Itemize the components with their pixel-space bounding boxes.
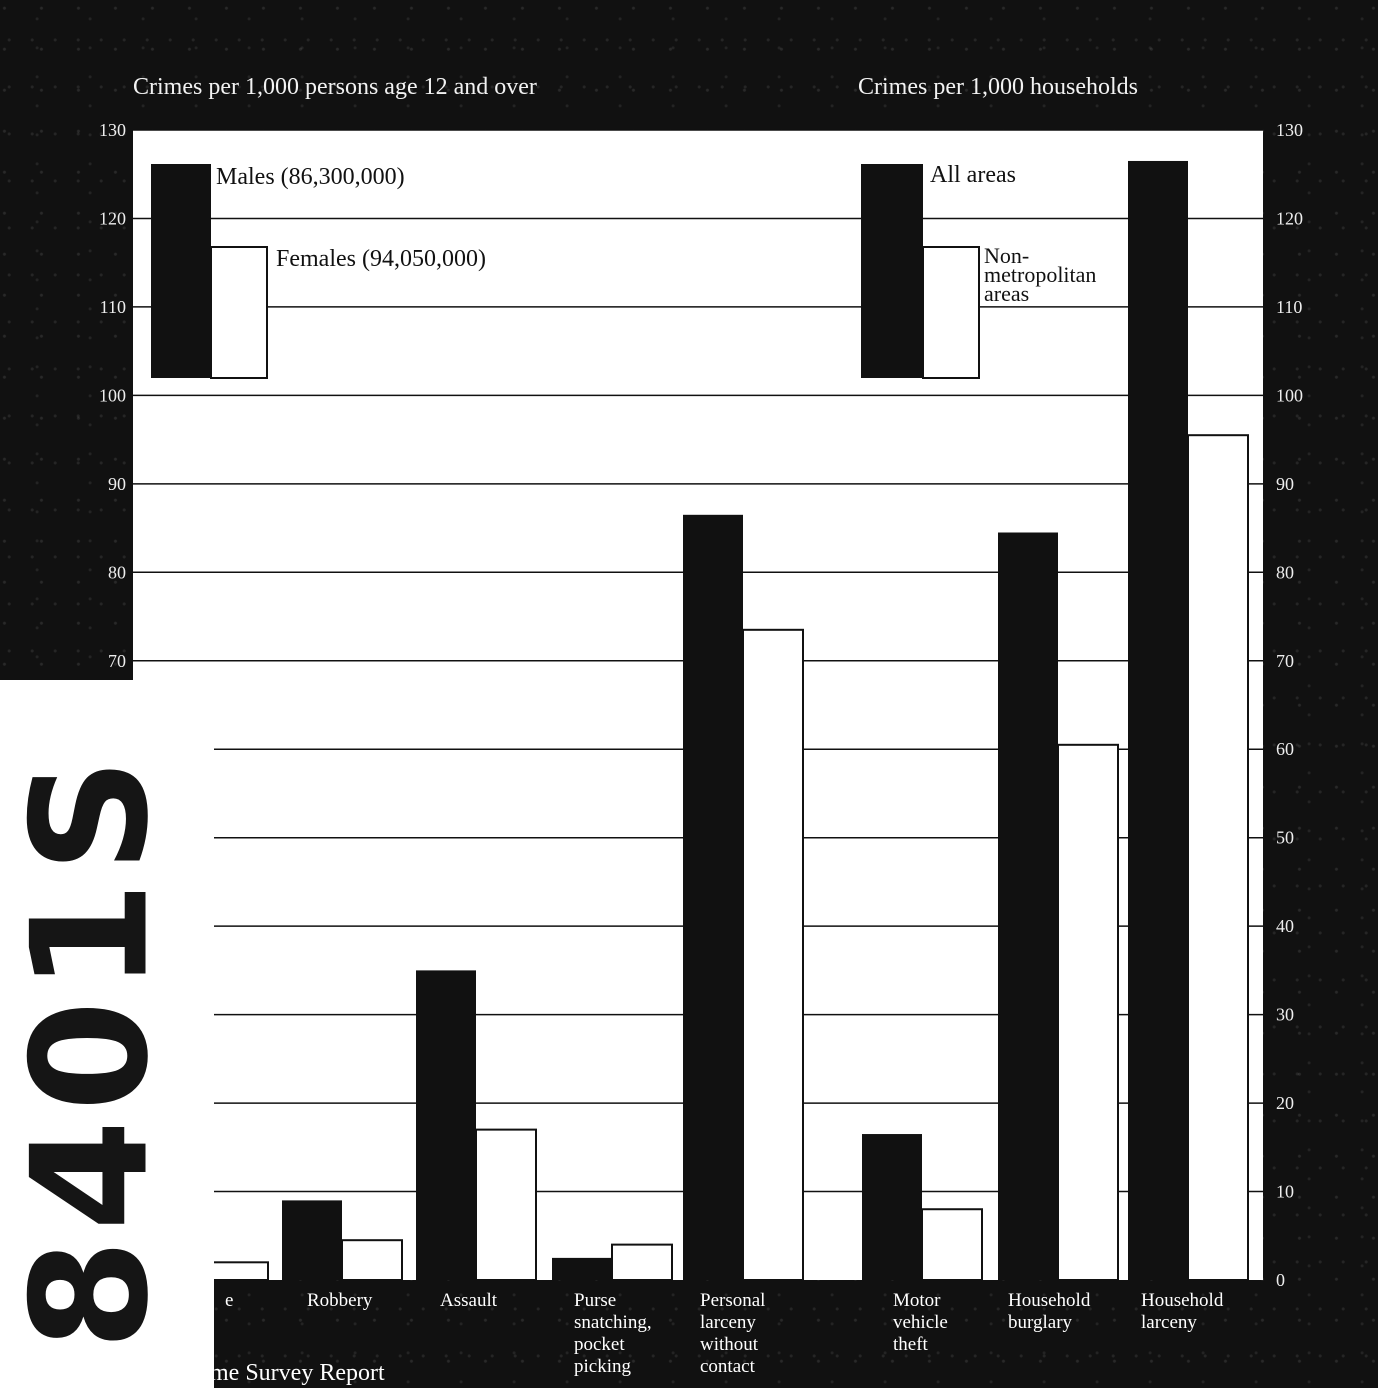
category-label: theft xyxy=(893,1334,929,1355)
category-label: without xyxy=(700,1334,759,1355)
bar-light xyxy=(921,1208,983,1281)
category-label: e xyxy=(225,1290,233,1311)
bars xyxy=(170,160,1249,1282)
bar-dark xyxy=(282,1200,342,1280)
bar-light xyxy=(611,1243,673,1281)
left-tick-label: 90 xyxy=(108,474,126,494)
legend-swatch-males xyxy=(151,164,211,378)
category-label: Household xyxy=(1141,1290,1224,1311)
legend-swatch-females xyxy=(210,246,268,379)
category-label: Assault xyxy=(440,1290,498,1311)
category-label: Household xyxy=(1008,1290,1091,1311)
category-label: pocket xyxy=(574,1334,625,1355)
bar-light xyxy=(341,1239,403,1281)
legend-label-all-areas: All areas xyxy=(930,162,1016,188)
right-tick-label: 80 xyxy=(1276,562,1294,582)
footer-text: me Survey Report xyxy=(210,1360,385,1386)
bar-light xyxy=(1187,434,1249,1281)
bar-light xyxy=(211,1261,269,1282)
bar-dark xyxy=(416,970,476,1280)
right-tick-label: 30 xyxy=(1276,1005,1294,1025)
category-label: contact xyxy=(700,1356,756,1377)
category-labels: e Robbery Assault Pursesnatching,pocketpick… xyxy=(225,1290,1224,1377)
right-tick-label: 0 xyxy=(1276,1270,1285,1290)
legend-label-nonmetro: areas xyxy=(984,281,1029,306)
category-label: Motor xyxy=(893,1290,941,1311)
right-tick-label: 70 xyxy=(1276,651,1294,671)
legend: Males (86,300,000) Females (94,050,000) Al… xyxy=(151,162,1096,379)
right-tick-label: 60 xyxy=(1276,739,1294,759)
bar-dark xyxy=(1128,160,1188,1280)
right-tick-label: 90 xyxy=(1276,474,1294,494)
right-tick-label: 110 xyxy=(1276,297,1302,317)
category-label: Robbery xyxy=(307,1290,373,1311)
right-tick-label: 20 xyxy=(1276,1093,1294,1113)
bar-light xyxy=(475,1128,537,1281)
legend-swatch-all-areas xyxy=(861,164,923,378)
right-tick-label: 40 xyxy=(1276,916,1294,936)
category-label: larceny xyxy=(1141,1312,1197,1333)
left-tick-label: 100 xyxy=(99,385,126,405)
category-label: picking xyxy=(574,1356,631,1377)
category-label: vehicle xyxy=(893,1312,948,1333)
right-tick-label: 130 xyxy=(1276,120,1303,140)
category-label: burglary xyxy=(1008,1312,1073,1333)
right-axis-title: Crimes per 1,000 households xyxy=(858,74,1138,100)
bar-dark xyxy=(683,514,743,1280)
left-tick-label: 120 xyxy=(99,208,126,228)
category-label: Purse xyxy=(574,1290,616,1311)
right-tick-label: 120 xyxy=(1276,208,1303,228)
right-tick-label: 50 xyxy=(1276,828,1294,848)
stamp-card xyxy=(0,680,214,1388)
bar-light xyxy=(1057,743,1119,1281)
left-tick-label: 70 xyxy=(108,651,126,671)
right-tick-label: 100 xyxy=(1276,385,1303,405)
legend-label-females: Females (94,050,000) xyxy=(276,246,486,272)
ticks: 1301201101009080701301201101009080706050… xyxy=(99,120,1303,1290)
bar-dark xyxy=(552,1257,612,1280)
left-tick-label: 80 xyxy=(108,562,126,582)
category-label: snatching, xyxy=(574,1312,652,1333)
category-label: larceny xyxy=(700,1312,756,1333)
left-axis-title: Crimes per 1,000 persons age 12 and over xyxy=(133,74,537,100)
bar-light xyxy=(742,628,804,1281)
left-tick-label: 110 xyxy=(100,297,126,317)
handwritten-stamp: 8401S xyxy=(0,749,184,1351)
legend-label-nonmetro: metropolitan xyxy=(984,262,1096,287)
bar-dark xyxy=(862,1134,922,1280)
left-tick-label: 130 xyxy=(99,120,126,140)
right-tick-label: 10 xyxy=(1276,1182,1294,1202)
legend-swatch-nonmetro xyxy=(922,246,980,379)
category-label: Personal xyxy=(700,1290,765,1311)
bar-dark xyxy=(998,532,1058,1280)
legend-label-nonmetro: Non- xyxy=(984,243,1029,268)
legend-label-males: Males (86,300,000) xyxy=(216,164,405,190)
